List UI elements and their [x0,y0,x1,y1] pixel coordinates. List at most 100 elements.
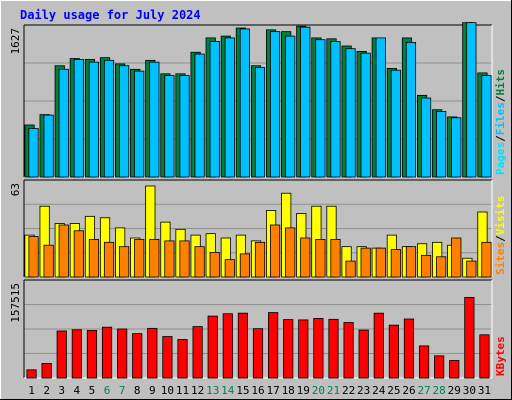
bar-sites-day-18 [285,227,296,278]
bar-files-day-30 [466,22,477,178]
x-tick-label-day-14: 14 [221,384,235,397]
x-tick-label-day-13: 13 [206,384,219,397]
bar-sites-day-11 [179,240,190,278]
bar-kbytes-day-11 [177,339,188,379]
x-tick-label-day-25: 25 [387,384,400,397]
bar-files-day-8 [134,70,145,178]
bar-kbytes-day-21 [328,318,339,379]
bar-sites-day-28 [436,256,447,278]
legend-entry-pages: Pages [494,142,507,175]
x-tick-label-day-29: 29 [448,384,461,397]
x-tick-label-day-30: 30 [463,384,476,397]
bar-kbytes-day-24 [373,312,384,379]
bar-sites-day-3 [58,224,69,278]
bar-files-day-7 [119,65,130,178]
panel-kbytes: 157515 KBytes [9,279,507,379]
x-tick-label-day-27: 27 [417,384,430,397]
bar-kbytes-day-9 [147,327,158,379]
x-tick-label-day-31: 31 [478,384,491,397]
legend-entry-kbytes: KBytes [494,336,507,376]
x-tick-label-day-17: 17 [266,384,279,397]
x-tick-label-day-23: 23 [357,384,370,397]
x-tick-label-day-22: 22 [342,384,355,397]
bar-sites-day-6 [103,241,115,278]
bar-sites-day-17 [270,224,281,278]
bar-sites-day-7 [119,246,130,278]
bar-sites-day-9 [149,239,160,278]
x-tick-label-day-10: 10 [161,384,174,397]
bar-files-day-17 [270,31,281,178]
bar-sites-day-12 [194,246,205,278]
bar-files-day-19 [300,26,311,178]
bar-files-day-5 [88,61,100,178]
bar-sites-day-29 [451,237,462,278]
bar-files-day-29 [451,117,462,178]
x-tick-label-day-28: 28 [433,384,446,397]
bar-files-day-6 [103,59,115,178]
bar-files-day-13 [209,41,220,178]
bar-sites-day-2 [43,244,54,278]
chart-title: Daily usage for July 2024 [20,8,201,22]
legend-visits: Sites/Visits [494,196,507,276]
legend-entry-visits: Visits [494,196,507,236]
x-tick-label-day-3: 3 [58,384,65,397]
legend-separator: / [494,235,507,242]
bar-files-day-10 [164,75,175,178]
bar-kbytes-day-16 [252,328,264,379]
bar-files-day-23 [360,52,371,178]
x-tick-label-day-19: 19 [297,384,310,397]
bar-files-day-24 [375,37,386,178]
bar-sites-day-1 [28,236,39,278]
bar-kbytes-day-8 [132,333,143,379]
legend-entry-hits: Hits [494,69,507,96]
bar-sites-day-5 [88,239,100,278]
bar-kbytes-day-22 [343,322,354,379]
bar-sites-day-26 [405,246,417,278]
bar-kbytes-day-19 [298,319,309,379]
bar-kbytes-day-31 [479,334,490,379]
bar-kbytes-day-10 [162,336,173,379]
x-tick-label-day-18: 18 [282,384,295,397]
bar-kbytes-day-5 [86,329,98,379]
bar-kbytes-day-14 [222,313,233,379]
x-tick-label-day-7: 7 [119,384,126,397]
x-tick-label-day-26: 26 [402,384,415,397]
bar-files-day-2 [43,114,54,178]
bar-kbytes-day-4 [71,329,82,379]
bar-sites-day-21 [330,239,341,278]
bar-sites-day-30 [466,260,477,278]
bar-files-day-3 [58,68,69,178]
bar-files-day-12 [194,53,205,178]
bar-files-day-26 [405,41,417,178]
bar-kbytes-day-20 [313,318,324,379]
x-tick-label-day-21: 21 [327,384,340,397]
chart-panels: 1627Pages/Files/Hits63Sites/Visits157515… [9,22,507,379]
bar-kbytes-day-13 [207,315,218,379]
panel-visits: 63 Sites/Visits [9,179,507,278]
x-tick-label-day-9: 9 [149,384,156,397]
bar-files-day-1 [28,128,39,178]
x-tick-label-day-5: 5 [89,384,96,397]
bar-kbytes-day-27 [418,345,430,379]
bar-kbytes-day-23 [358,329,369,379]
x-tick-label-day-6: 6 [104,384,111,397]
bar-files-day-16 [254,67,266,178]
bar-kbytes-day-26 [403,318,415,379]
bar-files-day-28 [436,111,447,178]
x-tick-label-day-1: 1 [28,384,35,397]
legend-separator: / [494,95,507,102]
x-axis-day-labels: 1 2 3 4 5 6 7 8 9 10 11 12 13 14 15 16 17 18 19 20 21 22 23 24 2… [28,384,491,397]
bar-kbytes-day-2 [41,362,52,379]
bar-sites-day-8 [134,239,145,278]
bar-kbytes-day-3 [56,330,67,379]
x-tick-label-day-12: 12 [191,384,204,397]
bar-files-day-18 [285,35,296,178]
bar-files-day-11 [179,75,190,178]
bar-sites-day-16 [254,241,266,278]
bar-sites-day-22 [345,260,356,278]
bar-files-day-21 [330,41,341,178]
bar-kbytes-day-7 [117,328,128,379]
bar-sites-day-27 [420,254,432,278]
